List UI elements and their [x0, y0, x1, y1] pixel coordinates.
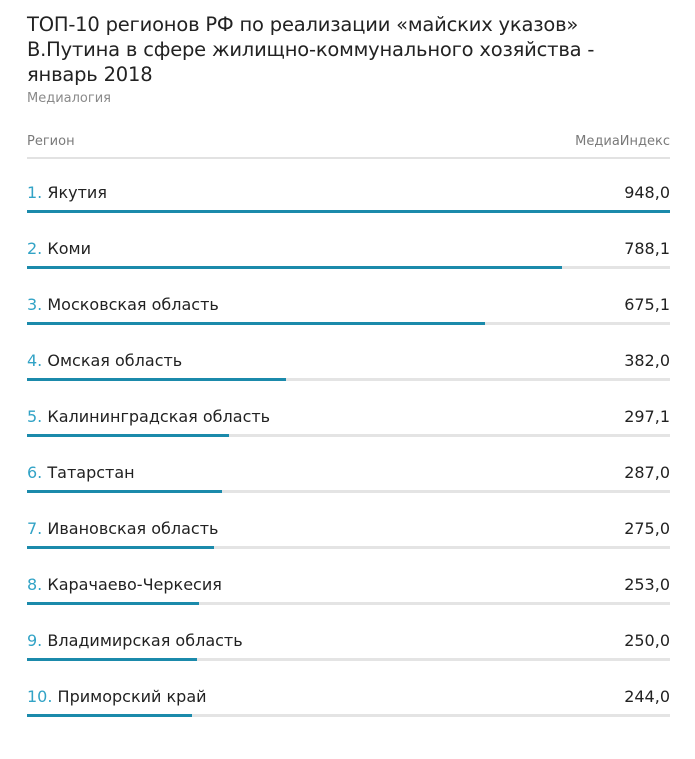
bar-category-label: Татарстан [47, 463, 135, 482]
bar-category-label: Калининградская область [47, 407, 271, 426]
bar-rank: 4. [27, 351, 43, 370]
bar-row: 5. Калининградская область 297,1 [27, 383, 670, 439]
metric-column-header: МедиаИндекс [575, 133, 670, 149]
bar-label-group: 10. Приморский край [27, 687, 207, 707]
bar-row-text: 7. Ивановская область 275,0 [27, 519, 670, 539]
bar [27, 266, 562, 269]
bar-track [27, 546, 670, 549]
bar-label-group: 9. Владимирская область [27, 631, 243, 651]
bar-row: 2. Коми 788,1 [27, 215, 670, 271]
bar-row: 9. Владимирская область 250,0 [27, 607, 670, 663]
bar-row-text: 4. Омская область 382,0 [27, 351, 670, 371]
bar-row: 10. Приморский край 244,0 [27, 663, 670, 719]
bar [27, 658, 197, 661]
region-column-header: Регион [27, 133, 75, 149]
bar-rank: 5. [27, 407, 43, 426]
bar-row-text: 8. Карачаево-Черкесия 253,0 [27, 575, 670, 595]
table-header: Регион МедиаИндекс [27, 130, 670, 152]
bar-value-label: 287,0 [624, 463, 670, 482]
bar-track [27, 714, 670, 717]
bar-row: 7. Ивановская область 275,0 [27, 495, 670, 551]
bar-track [27, 322, 670, 325]
bar-rank: 8. [27, 575, 43, 594]
bar-category-label: Приморский край [57, 687, 207, 706]
bar-track [27, 490, 670, 493]
bar-label-group: 4. Омская область [27, 351, 182, 371]
bar-row: 8. Карачаево-Черкесия 253,0 [27, 551, 670, 607]
bar [27, 210, 670, 213]
bar [27, 714, 193, 717]
bar-row-text: 6. Татарстан 287,0 [27, 463, 670, 483]
bar-row: 3. Московская область 675,1 [27, 271, 670, 327]
bar-track [27, 434, 670, 437]
bar-row-text: 3. Московская область 675,1 [27, 295, 670, 315]
bar-category-label: Владимирская область [47, 631, 243, 650]
bar-label-group: 5. Калининградская область [27, 407, 270, 427]
bar-label-group: 2. Коми [27, 239, 91, 259]
bar-row: 4. Омская область 382,0 [27, 327, 670, 383]
bar-category-label: Якутия [47, 183, 107, 202]
chart-title-line-2: В.Путина в сфере жилищно-коммунального х… [27, 38, 595, 61]
bar-label-group: 3. Московская область [27, 295, 219, 315]
bar-category-label: Омская область [47, 351, 183, 370]
bar-track [27, 602, 670, 605]
bar-value-label: 297,1 [624, 407, 670, 426]
bar-value-label: 675,1 [624, 295, 670, 314]
bar-rank: 10. [27, 687, 53, 706]
bar-list: 1. Якутия 948,0 2. Коми 788,1 3. Московская … [27, 159, 671, 719]
bar [27, 322, 485, 325]
bar-track [27, 210, 670, 213]
chart-title-line-1: ТОП-10 регионов РФ по реализации «майски… [27, 13, 579, 36]
bar-rank: 9. [27, 631, 43, 650]
bar-category-label: Московская область [47, 295, 219, 314]
bar [27, 546, 214, 549]
chart-source: Медиалогия [27, 91, 111, 106]
chart-container: ТОП-10 регионов РФ по реализации «майски… [27, 12, 671, 719]
bar-label-group: 6. Татарстан [27, 463, 135, 483]
bar-label-group: 1. Якутия [27, 183, 107, 203]
bar-row-text: 10. Приморский край 244,0 [27, 687, 670, 707]
bar-row-text: 1. Якутия 948,0 [27, 183, 670, 203]
bar-label-group: 8. Карачаево-Черкесия [27, 575, 222, 595]
bar-row: 1. Якутия 948,0 [27, 159, 670, 215]
bar-row-text: 2. Коми 788,1 [27, 239, 670, 259]
bar [27, 434, 229, 437]
bar-value-label: 275,0 [624, 519, 670, 538]
bar-row-text: 9. Владимирская область 250,0 [27, 631, 670, 651]
chart-title: ТОП-10 регионов РФ по реализации «майски… [27, 12, 671, 87]
bar-category-label: Карачаево-Черкесия [47, 575, 222, 594]
bar-rank: 6. [27, 463, 43, 482]
bar-row: 6. Татарстан 287,0 [27, 439, 670, 495]
bar-value-label: 244,0 [624, 687, 670, 706]
bar-value-label: 253,0 [624, 575, 670, 594]
bar-value-label: 948,0 [624, 183, 670, 202]
bar-value-label: 788,1 [624, 239, 670, 258]
bar-label-group: 7. Ивановская область [27, 519, 218, 539]
bar-track [27, 378, 670, 381]
bar-category-label: Коми [47, 239, 91, 258]
bar-rank: 3. [27, 295, 43, 314]
bar-category-label: Ивановская область [47, 519, 219, 538]
bar [27, 378, 287, 381]
bar [27, 602, 199, 605]
bar-value-label: 382,0 [624, 351, 670, 370]
bar-rank: 1. [27, 183, 43, 202]
chart-title-line-3: январь 2018 [27, 63, 153, 86]
header-divider [27, 157, 670, 159]
bar [27, 490, 222, 493]
bar-track [27, 266, 670, 269]
bar-value-label: 250,0 [624, 631, 670, 650]
bar-track [27, 658, 670, 661]
bar-row-text: 5. Калининградская область 297,1 [27, 407, 670, 427]
bar-rank: 2. [27, 239, 43, 258]
bar-rank: 7. [27, 519, 43, 538]
